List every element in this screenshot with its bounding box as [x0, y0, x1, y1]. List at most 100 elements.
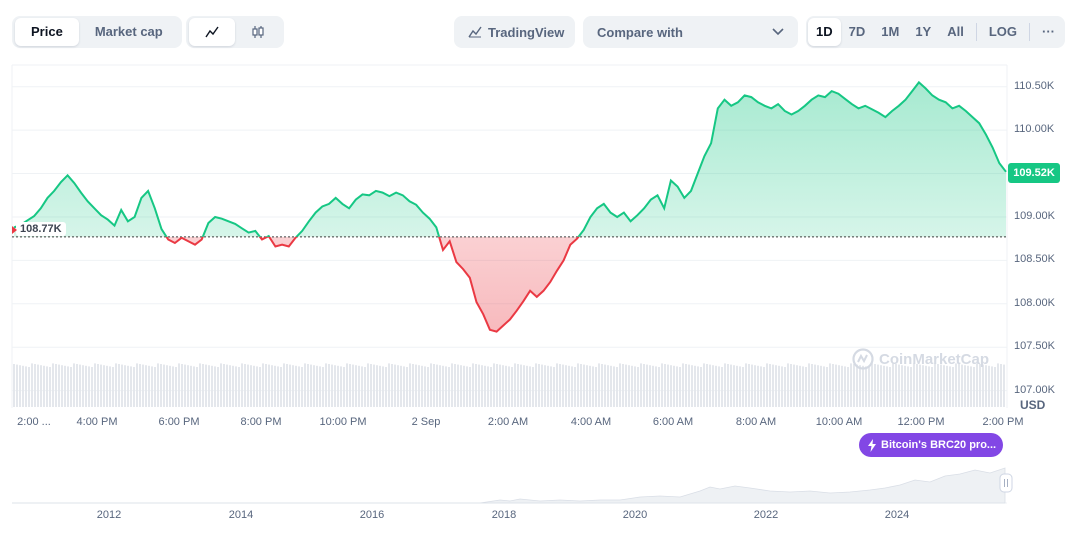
tradingview-button[interactable]: TradingView [454, 16, 575, 48]
volume-bar [301, 367, 303, 407]
line-chart-button[interactable] [189, 18, 235, 46]
volume-bar [664, 364, 666, 407]
volume-bar [160, 364, 162, 407]
volume-bar [895, 364, 897, 407]
navigator-year-label: 2022 [753, 509, 779, 521]
data-point [207, 222, 209, 224]
data-point [355, 198, 357, 200]
more-options-button[interactable]: ··· [1042, 24, 1056, 39]
volume-bar [628, 365, 630, 407]
volume-bar [598, 363, 600, 407]
log-scale-toggle[interactable]: LOG [988, 24, 1018, 39]
data-point [328, 203, 330, 205]
volume-bar [517, 364, 519, 407]
volume-bar [934, 363, 936, 407]
volume-bar [745, 363, 747, 407]
volume-bar [835, 364, 837, 407]
volume-bar [604, 364, 606, 407]
volume-bar [400, 365, 402, 407]
y-tick-label: 109.00K [1014, 209, 1055, 222]
volume-bar [514, 363, 516, 407]
data-point [1005, 171, 1007, 173]
candlestick-button[interactable] [235, 18, 281, 46]
volume-bar [478, 364, 480, 407]
news-badge-label: Bitcoin's BRC20 pro... [881, 439, 997, 451]
volume-bar [589, 365, 591, 407]
volume-bar [970, 366, 972, 407]
data-point [656, 194, 658, 196]
volume-bar [475, 364, 477, 407]
volume-bar [646, 364, 648, 407]
volume-bar [688, 364, 690, 407]
volume-bar [637, 367, 639, 407]
volume-bar [190, 365, 192, 407]
data-point [529, 290, 531, 292]
tab-price[interactable]: Price [15, 18, 79, 46]
navigator-handle[interactable] [999, 473, 1013, 493]
volume-bar [925, 365, 927, 407]
compare-with-dropdown[interactable]: Compare with [583, 16, 798, 48]
data-point [877, 112, 879, 114]
volume-bar [721, 367, 723, 407]
volume-bar [130, 366, 132, 407]
volume-bar [871, 363, 873, 407]
history-navigator[interactable] [0, 460, 1077, 505]
volume-bar [511, 367, 513, 407]
data-point [73, 182, 75, 184]
volume-bar [187, 365, 189, 407]
range-7d[interactable]: 7D [848, 24, 866, 39]
volume-bar [544, 365, 546, 407]
volume-bar [295, 365, 297, 407]
volume-bar [226, 364, 228, 407]
volume-bar [370, 364, 372, 407]
volume-bar [739, 366, 741, 407]
data-point [743, 94, 745, 96]
data-point [998, 162, 1000, 164]
volume-bar [850, 363, 852, 407]
volume-bar [217, 367, 219, 407]
volume-bar [145, 365, 147, 407]
chevron-down-icon [772, 28, 784, 36]
volume-bar [430, 363, 432, 407]
range-1d[interactable]: 1D [808, 18, 841, 46]
volume-bar [976, 363, 978, 407]
volume-bar [46, 366, 48, 407]
volume-bar [394, 364, 396, 407]
volume-bar [757, 365, 759, 407]
data-point [790, 113, 792, 115]
data-point [107, 218, 109, 220]
volume-bar [844, 366, 846, 407]
volume-bar [298, 366, 300, 407]
news-badge[interactable]: Bitcoin's BRC20 pro... [859, 433, 1003, 457]
data-point [100, 214, 102, 216]
price-line-down [165, 236, 580, 333]
volume-bar [103, 365, 105, 407]
volume-bar [244, 364, 246, 407]
area-fill-down [166, 236, 579, 332]
data-point [475, 301, 477, 303]
volume-bar [319, 366, 321, 407]
data-point [951, 107, 953, 109]
volume-bar [13, 364, 15, 407]
tab-market-cap[interactable]: Market cap [94, 24, 163, 39]
data-point [294, 237, 296, 239]
data-point [884, 116, 886, 118]
volume-bar [613, 366, 615, 407]
divider [975, 23, 977, 41]
volume-bar [31, 363, 33, 407]
candlestick-icon [252, 26, 264, 38]
range-1y[interactable]: 1Y [915, 24, 932, 39]
volume-bar [58, 364, 60, 407]
data-point [777, 103, 779, 105]
volume-bar [280, 367, 282, 407]
volume-bar [994, 367, 996, 407]
volume-bar [538, 364, 540, 407]
x-tick-label: 4:00 PM [76, 416, 118, 428]
volume-bar [262, 363, 264, 407]
data-point [898, 105, 900, 107]
volume-bar [583, 364, 585, 407]
range-1m[interactable]: 1M [881, 24, 900, 39]
range-all[interactable]: All [947, 24, 964, 39]
volume-bar [229, 365, 231, 407]
